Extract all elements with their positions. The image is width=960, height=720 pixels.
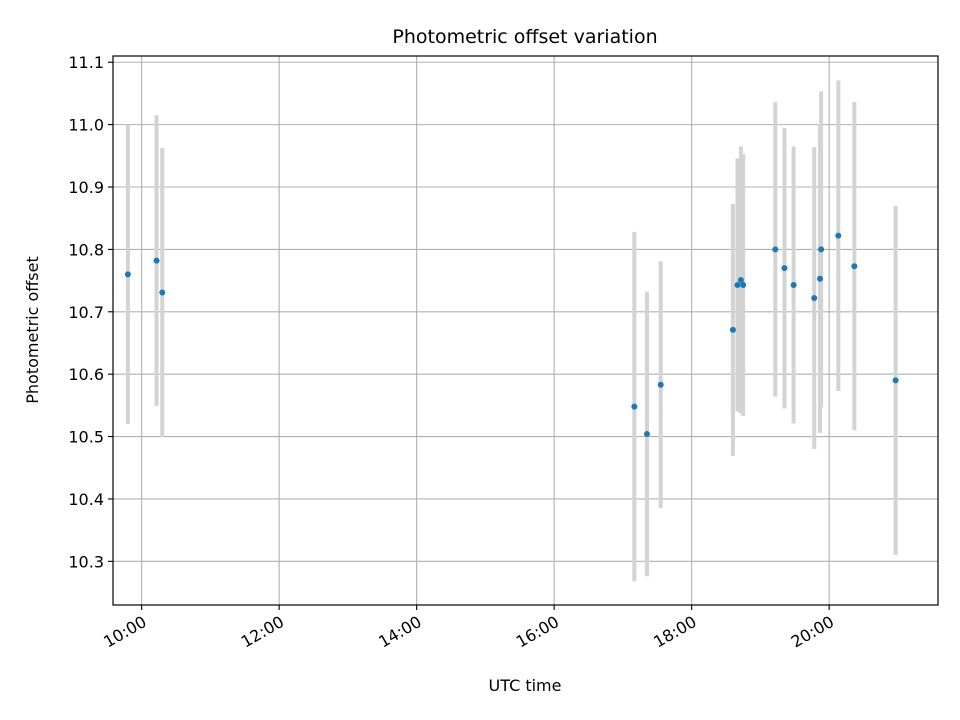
data-point bbox=[153, 257, 160, 264]
data-point bbox=[790, 281, 797, 288]
y-tick-label: 11.0 bbox=[68, 116, 104, 135]
data-point bbox=[631, 403, 638, 410]
data-point bbox=[643, 431, 650, 438]
data-point bbox=[835, 232, 842, 239]
data-point bbox=[816, 275, 823, 282]
data-point bbox=[851, 263, 858, 270]
data-point bbox=[740, 281, 747, 288]
y-axis: 10.3 10.4 10.5 10.6 10.7 10.8 10.9 11.0 11.1 bbox=[68, 53, 113, 571]
data-points bbox=[124, 232, 899, 438]
data-point bbox=[729, 326, 736, 333]
data-point bbox=[734, 281, 741, 288]
data-point bbox=[772, 246, 779, 253]
data-point bbox=[159, 289, 166, 296]
data-point bbox=[818, 246, 825, 253]
plot-frame bbox=[112, 55, 939, 606]
x-axis-label: UTC time bbox=[489, 676, 562, 695]
data-point bbox=[781, 265, 788, 272]
y-tick-label: 10.6 bbox=[68, 365, 104, 384]
chart-title: Photometric offset variation bbox=[392, 26, 657, 48]
y-tick-label: 11.1 bbox=[68, 53, 104, 72]
data-point bbox=[657, 381, 664, 388]
y-axis-label: Photometric offset bbox=[23, 256, 42, 404]
data-point bbox=[892, 377, 899, 384]
data-point bbox=[124, 271, 131, 278]
y-tick-label: 10.3 bbox=[68, 552, 104, 571]
y-tick-label: 10.5 bbox=[68, 428, 104, 447]
data-point bbox=[737, 276, 744, 283]
grid bbox=[113, 56, 938, 605]
y-tick-label: 10.7 bbox=[68, 303, 104, 322]
y-tick-label: 10.8 bbox=[68, 240, 104, 259]
data-point bbox=[811, 295, 818, 302]
y-tick-label: 10.9 bbox=[68, 178, 104, 197]
y-tick-label: 10.4 bbox=[68, 490, 104, 509]
